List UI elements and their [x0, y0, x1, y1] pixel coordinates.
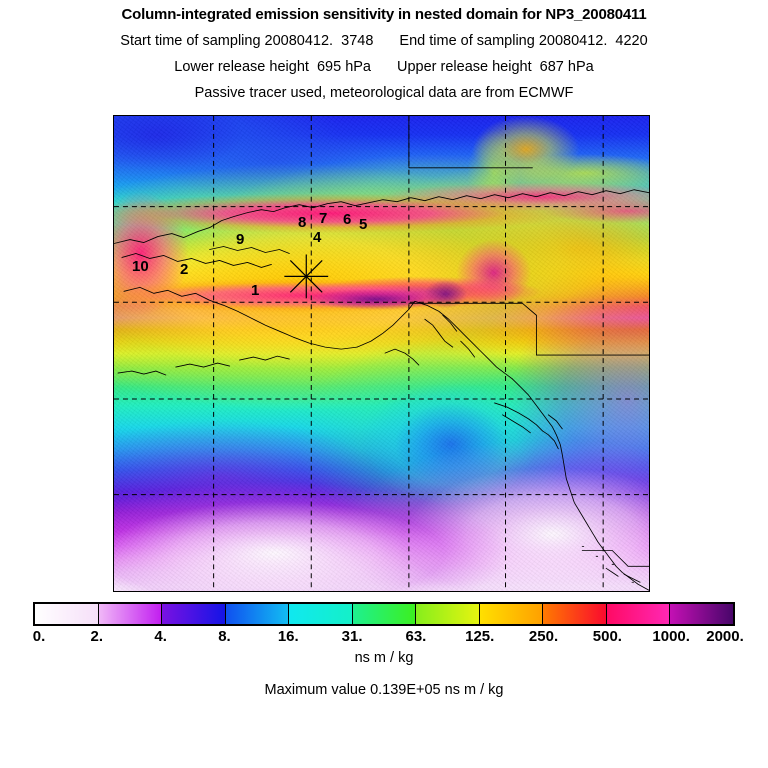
colorbar-tick-4: 16.: [277, 628, 299, 645]
coastline-baja: [606, 568, 640, 582]
colorbar-segment-4: [289, 604, 353, 624]
colorbar-tick-6: 63.: [405, 628, 427, 645]
colorbar-segment-9: [606, 604, 671, 624]
coastline-overlay: [114, 116, 649, 591]
release-star-icon: [284, 254, 329, 299]
coastline-cook-inlet: [357, 301, 415, 347]
map-gridlines: [114, 116, 649, 591]
coastline-us-west: [512, 379, 648, 590]
colorbar-segment-10: [670, 604, 734, 624]
upper-release-height-label: Upper release height 687 hPa: [397, 59, 594, 75]
colorbar-tick-0: 0.: [32, 628, 46, 645]
colorbar-tick-3: 8.: [218, 628, 231, 645]
coastline-alaska-north: [114, 190, 649, 244]
trajectory-label-6: 6: [343, 211, 352, 228]
colorbar-segment-1: [98, 604, 163, 624]
colorbar-tick-7: 125.: [465, 628, 495, 645]
coastline-aleutians-east: [240, 356, 290, 360]
coastline-aleutians-west: [118, 371, 166, 375]
end-time-label: End time of sampling 20080412. 4220: [399, 33, 648, 49]
coastline-puget-detail: [542, 415, 562, 449]
coastline-panhandle-islands: [425, 315, 475, 357]
tracer-note-label: Passive tracer used, meteorological data…: [194, 85, 574, 101]
colorbar-segment-6: [416, 604, 480, 624]
colorbar-tick-labels: 0. 2. 4. 8. 16. 31. 63. 125. 250. 500. 1000. 2000.: [0, 628, 768, 648]
inland-dots: [582, 546, 633, 582]
coastline-kodiak: [385, 349, 419, 365]
colorbar-tick-11: 2000.: [706, 628, 744, 645]
coastline-alaska-interior: [122, 253, 271, 267]
colorbar-tick-9: 500.: [592, 628, 622, 645]
colorbar-tick-8: 250.: [528, 628, 559, 645]
colorbar-tick-5: 31.: [341, 628, 363, 645]
release-height-line: Lower release height 695 hPa Upper releas…: [0, 59, 768, 75]
map-plot-area: 10 2 9 1 8 4 7 6 5: [113, 115, 650, 592]
colorbar-segment-0: [35, 604, 99, 624]
colorbar-tick-2: 4.: [154, 628, 167, 645]
border-line-north: [409, 116, 533, 168]
coastline-vancouver-island: [495, 403, 543, 433]
trajectory-label-2: 2: [180, 261, 189, 278]
sampling-time-line: Start time of sampling 20080412. 3748 End…: [0, 33, 768, 49]
colorbar-units-label: ns m / kg: [354, 650, 414, 666]
trajectory-label-9: 9: [236, 231, 245, 248]
colorbar-segment-2: [162, 604, 226, 624]
trajectory-label-10: 10: [132, 258, 149, 275]
colorbar-segment-5: [352, 604, 417, 624]
colorbar-segment-7: [479, 604, 544, 624]
colorbar-segment-3: [225, 604, 290, 624]
colorbar-tick-10: 1000.: [652, 628, 690, 645]
trajectory-label-5: 5: [359, 216, 368, 233]
coastline-alaska-bay: [210, 247, 290, 254]
border-line-us-canada: [409, 303, 537, 315]
trajectory-label-1: 1: [251, 282, 260, 299]
coastline-panhandle: [415, 301, 513, 379]
coastline-aleutians-mid: [176, 363, 230, 367]
border-line-state: [536, 315, 649, 355]
colorbar-tick-1: 2.: [90, 628, 104, 645]
trajectory-label-7: 7: [319, 210, 328, 227]
colorbar-segment-8: [543, 604, 607, 624]
coastline-alaska-peninsula: [124, 287, 357, 349]
colorbar: [33, 602, 735, 626]
maximum-value-label: Maximum value 0.139E+05 ns m / kg: [264, 682, 504, 698]
figure-title: Column-integrated emission sensitivity i…: [121, 6, 647, 23]
lower-release-height-label: Lower release height 695 hPa: [174, 59, 371, 75]
trajectory-label-8: 8: [298, 214, 307, 231]
start-time-label: Start time of sampling 20080412. 3748: [120, 33, 374, 49]
trajectory-label-4: 4: [313, 229, 322, 246]
border-line-southeast: [582, 550, 649, 566]
star-ray: [289, 260, 323, 293]
